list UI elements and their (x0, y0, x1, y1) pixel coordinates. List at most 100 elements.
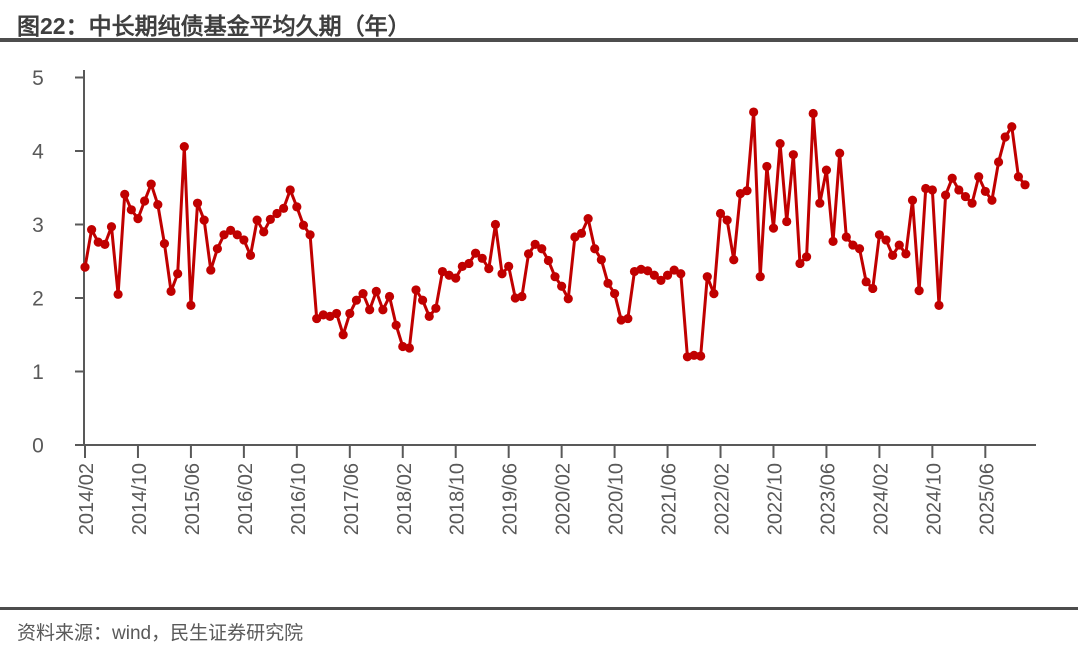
data-point (927, 185, 937, 195)
data-point (974, 172, 984, 182)
x-tick-label: 2019/06 (500, 463, 522, 535)
x-tick-label: 2025/06 (976, 463, 998, 535)
data-point (934, 300, 944, 310)
figure-title: 图22：中长期纯债基金平均久期（年） (17, 13, 411, 39)
data-point (742, 186, 752, 196)
data-point (643, 266, 653, 276)
data-point (411, 285, 421, 295)
data-point (888, 250, 898, 260)
data-point (709, 288, 719, 299)
data-point (835, 148, 845, 158)
data-point (100, 239, 110, 249)
y-tick-label: 3 (32, 214, 44, 237)
x-tick-label: 2020/02 (553, 463, 575, 535)
data-point (232, 230, 242, 240)
data-point (265, 214, 275, 224)
data-point (464, 258, 474, 269)
data-point (477, 253, 487, 263)
source-note: 资料来源：wind，民生证券研究院 (17, 623, 304, 644)
data-point (901, 249, 911, 259)
data-point (914, 286, 924, 296)
data-point (768, 223, 779, 233)
data-point (583, 214, 593, 224)
data-point (808, 108, 818, 119)
data-point (206, 265, 216, 275)
data-point (133, 214, 143, 224)
data-point (186, 300, 196, 310)
data-point (815, 198, 825, 208)
x-tick-label: 2016/02 (235, 463, 257, 535)
data-point (590, 244, 600, 254)
data-point (762, 161, 772, 172)
data-point (431, 303, 441, 313)
data-point (623, 313, 633, 324)
x-tick-label: 2024/10 (923, 463, 945, 535)
data-point (960, 191, 971, 202)
data-point (1000, 132, 1010, 142)
data-point (272, 208, 282, 219)
data-point (788, 150, 798, 160)
data-point (523, 249, 534, 259)
data-point (696, 351, 706, 361)
y-tick-label: 4 (32, 140, 44, 163)
y-tick-label: 0 (32, 434, 44, 457)
data-point (345, 308, 355, 319)
data-point (391, 320, 401, 330)
data-point (292, 202, 302, 212)
data-point (755, 272, 765, 282)
data-point (371, 286, 381, 296)
data-point (894, 240, 904, 250)
data-point (980, 186, 990, 197)
data-point (351, 295, 362, 305)
title-divider (0, 38, 1078, 42)
data-point (775, 139, 785, 149)
data-point (993, 157, 1004, 167)
data-point (245, 250, 256, 260)
data-point (576, 228, 587, 238)
data-point (80, 262, 90, 272)
data-point (106, 222, 117, 232)
data-point (252, 215, 262, 225)
data-point (550, 272, 560, 282)
data-point (1013, 172, 1024, 182)
x-tick-label: 2022/10 (764, 463, 786, 535)
y-tick-label: 1 (32, 361, 44, 384)
data-point (557, 281, 567, 291)
data-point (854, 244, 865, 254)
data-point (219, 230, 229, 240)
data-point (87, 225, 97, 235)
data-point (715, 208, 726, 219)
data-point (159, 239, 170, 249)
data-point (126, 205, 136, 215)
x-tick-label: 2018/02 (394, 463, 416, 535)
data-point (530, 239, 540, 249)
data-point (649, 270, 659, 280)
data-point (967, 198, 977, 208)
x-tick-label: 2014/10 (129, 463, 151, 535)
data-point (226, 225, 236, 235)
data-point (861, 277, 871, 287)
data-point (470, 248, 481, 258)
data-point (384, 291, 395, 302)
x-tick-label: 2021/06 (659, 463, 681, 535)
data-point (662, 270, 673, 280)
data-point (199, 215, 209, 225)
data-point (424, 311, 434, 321)
data-point (676, 269, 686, 279)
data-point (504, 261, 514, 271)
data-point (146, 179, 156, 189)
data-point (517, 291, 527, 302)
y-tick-label: 5 (32, 67, 44, 90)
data-point (279, 203, 289, 213)
data-point (285, 185, 295, 195)
data-point (484, 264, 494, 274)
data-point (722, 215, 732, 225)
data-point (874, 230, 885, 240)
data-point (954, 185, 964, 195)
data-point (537, 244, 547, 254)
data-point (365, 305, 375, 315)
y-tick-label: 2 (32, 287, 44, 310)
data-point (120, 189, 130, 199)
footer-divider (0, 607, 1078, 610)
